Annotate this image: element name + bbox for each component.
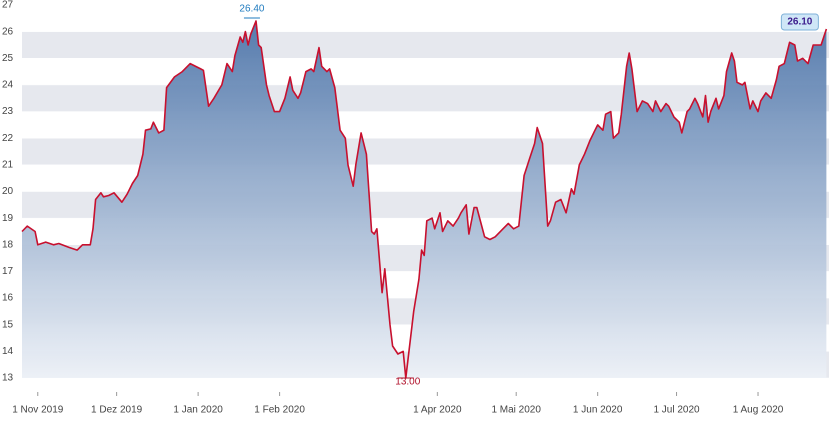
y-tick-label: 26 <box>2 26 14 37</box>
last-badge <box>780 13 819 31</box>
y-tick-label: 22 <box>2 133 14 144</box>
max-label: 26.40 <box>239 4 264 15</box>
x-tick-label: 1 Feb 2020 <box>254 405 305 416</box>
y-tick-label: 16 <box>2 293 14 304</box>
y-tick-label: 24 <box>2 80 14 91</box>
min-label: 13.00 <box>395 377 420 388</box>
y-tick-label: 23 <box>2 106 14 117</box>
y-tick-label: 15 <box>2 319 14 330</box>
price-line <box>21 20 828 379</box>
y-tick-label: 21 <box>2 159 14 170</box>
x-tick-label: 1 Jul 2020 <box>653 405 700 416</box>
x-tick-label: 1 Apr 2020 <box>413 405 462 416</box>
x-tick-label: 1 Nov 2019 <box>12 405 64 416</box>
area-fill <box>22 21 827 378</box>
x-tick-label: 1 Jun 2020 <box>573 405 623 416</box>
y-tick-label: 20 <box>2 186 14 197</box>
y-tick-label: 14 <box>2 346 14 357</box>
grid-band <box>22 84 829 112</box>
y-tick-label: 19 <box>2 213 14 224</box>
last-label: 26.10 <box>787 17 812 28</box>
y-tick-label: 25 <box>2 53 14 64</box>
y-tick-label: 17 <box>2 266 14 277</box>
x-tick-label: 1 Jan 2020 <box>173 405 223 416</box>
y-tick-label: 27 <box>2 0 14 11</box>
y-tick-label: 13 <box>2 373 14 384</box>
y-tick-label: 18 <box>2 239 14 250</box>
grid-band <box>22 31 829 59</box>
x-tick-label: 1 Dez 2019 <box>91 405 143 416</box>
x-tick-label: 1 Mai 2020 <box>491 405 541 416</box>
x-tick-label: 1 Aug 2020 <box>733 405 784 416</box>
